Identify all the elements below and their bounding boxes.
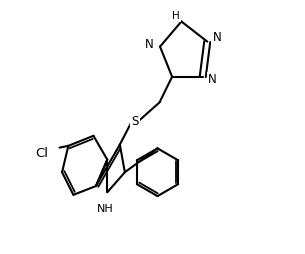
Text: N: N [213,30,221,44]
Text: Cl: Cl [35,147,48,160]
Text: N: N [145,38,154,51]
Text: N: N [208,73,217,86]
Text: NH: NH [96,204,113,214]
Text: H: H [173,11,180,21]
Text: S: S [131,116,138,129]
